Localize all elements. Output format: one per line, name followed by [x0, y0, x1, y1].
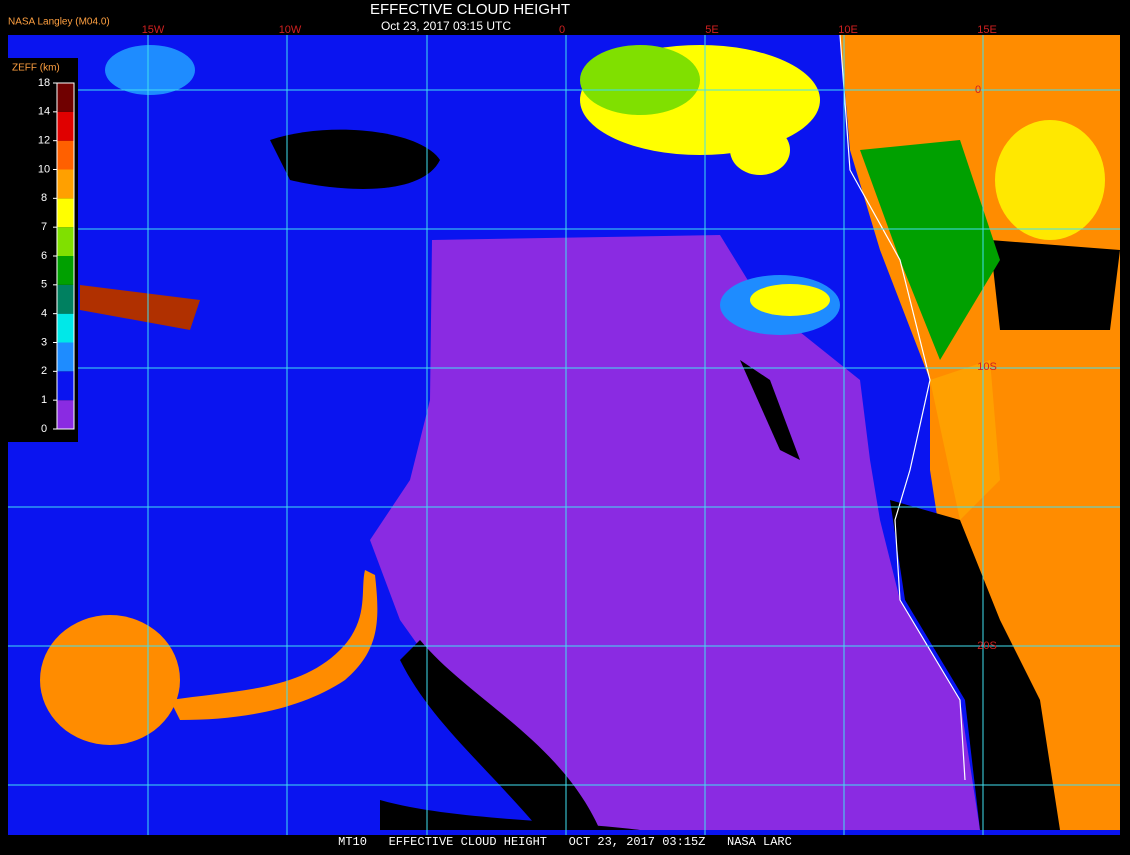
clear-patch — [400, 640, 600, 830]
colorbar-tick-label: 14 — [38, 106, 50, 118]
colorbar-segment — [57, 313, 74, 343]
clear-patch — [270, 129, 440, 189]
colorbar-segment — [57, 83, 74, 112]
latitude-label: 10S — [977, 361, 997, 373]
colorbar-tick-label: 10 — [38, 163, 50, 175]
colorbar-tick-label: 3 — [41, 336, 47, 348]
colorbar-tick-label: 1 — [41, 394, 47, 406]
latitude-label: 20S — [977, 640, 997, 652]
colorbar-segment — [57, 400, 74, 429]
longitude-label: 15E — [977, 24, 997, 36]
colorbar-tick-label: 4 — [41, 308, 47, 320]
longitude-label: 5E — [705, 24, 718, 36]
source-label: NASA Langley (M04.0) — [8, 17, 110, 28]
title: EFFECTIVE CLOUD HEIGHT — [370, 1, 570, 18]
clear-patch — [380, 800, 640, 830]
clear-patch — [740, 360, 800, 460]
cloud-patch — [580, 45, 700, 115]
colorbar-tick-label: 12 — [38, 135, 50, 147]
grid-labels: 15W 10W 0 5E 10E 15E 0 10S 20S — [142, 24, 997, 652]
colorbar-tick-label: 6 — [41, 250, 47, 262]
colorbar-segment — [57, 284, 74, 314]
cloud-patch — [860, 140, 1000, 360]
colorbar-tick-label: 8 — [41, 192, 47, 204]
longitude-label: 0 — [559, 24, 565, 36]
colorbar-segment — [57, 256, 74, 285]
colorbar-segment — [57, 342, 74, 372]
cloud-patch — [80, 285, 200, 330]
colorbar-tick-label: 0 — [41, 423, 47, 435]
colorbar-segment — [57, 140, 74, 170]
cloud-patch — [750, 284, 830, 316]
colorbar-segment — [57, 198, 74, 228]
subtitle: Oct 23, 2017 03:15 UTC — [381, 19, 511, 33]
clear-region — [370, 235, 980, 830]
land-clear — [890, 500, 1060, 830]
colorbar-segment — [57, 227, 74, 256]
cloud-patch — [40, 615, 180, 745]
colorbar-tick-label: 7 — [41, 221, 47, 233]
colorbar-segment — [57, 111, 74, 141]
colorbar-segment — [57, 169, 74, 199]
colorbar-label: ZEFF (km) — [12, 63, 60, 74]
land-clear — [990, 240, 1120, 330]
cloud-patch — [995, 120, 1105, 240]
footer: MT10 EFFECTIVE CLOUD HEIGHT OCT 23, 2017… — [338, 835, 792, 849]
latitude-label: 0 — [975, 84, 981, 96]
cloud-patch — [170, 570, 378, 720]
cloud-patch — [105, 45, 195, 95]
coastline — [839, 34, 966, 781]
colorbar-tick-label: 18 — [38, 77, 50, 89]
longitude-label: 10E — [838, 24, 858, 36]
longitude-label: 10W — [279, 24, 302, 36]
colorbar-tick-label: 5 — [41, 279, 47, 291]
graticule — [8, 35, 1120, 835]
longitude-label: 15W — [142, 24, 165, 36]
map-imagery — [8, 34, 1120, 835]
colorbar-segment — [57, 371, 74, 401]
colorbar-tick-label: 2 — [41, 365, 47, 377]
cloud-patch — [730, 125, 790, 175]
